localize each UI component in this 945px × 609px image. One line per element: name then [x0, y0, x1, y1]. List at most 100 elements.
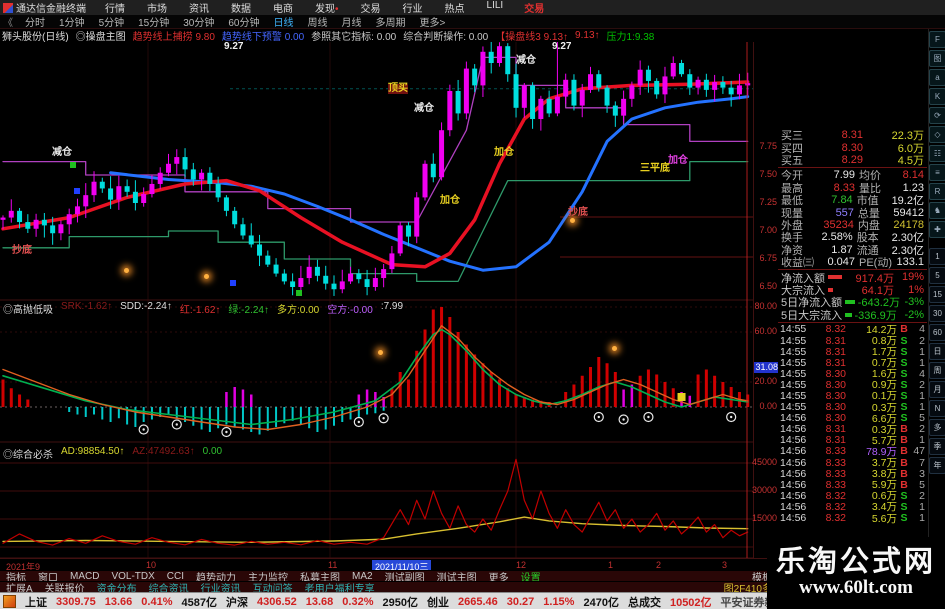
bid-price[interactable]: 8.31	[841, 129, 863, 142]
period-60分钟[interactable]: 60分钟	[228, 18, 260, 29]
tab-私募主图[interactable]: 私募主图	[300, 573, 341, 584]
period-15分钟[interactable]: 15分钟	[138, 18, 170, 29]
rail-period-年[interactable]: 年	[929, 457, 945, 474]
period-5分钟[interactable]: 5分钟	[98, 18, 125, 29]
bid-price[interactable]: 8.30	[841, 141, 863, 154]
tab-资金分布[interactable]: 资金分布	[96, 584, 137, 595]
tick-row[interactable]: 14:56 8.32 0.6万 S 2	[778, 490, 927, 503]
period-多周期[interactable]: 多周期	[375, 18, 406, 29]
tick-row[interactable]: 14:56 8.33 3.7万 B 7	[778, 457, 927, 470]
tick-row[interactable]: 14:55 8.32 14.2万 B 4	[778, 323, 927, 336]
tick-row[interactable]: 14:55 8.30 0.1万 S 1	[778, 390, 927, 403]
tick-row[interactable]: 14:55 8.31 0.7万 S 1	[778, 357, 927, 370]
menu-item-行业[interactable]: 行业	[402, 4, 423, 15]
tab-MA2[interactable]: MA2	[352, 571, 373, 582]
menu-item-交易[interactable]: 交易	[360, 4, 381, 15]
tick-count: 47	[913, 445, 925, 458]
tab-扩展A[interactable]: 扩展A	[6, 584, 33, 595]
rail-period-1[interactable]: 1	[929, 248, 945, 265]
tab-主力监控[interactable]: 主力监控	[248, 573, 289, 584]
tab-互动问答[interactable]: 互动问答	[252, 584, 293, 595]
tick-row[interactable]: 14:56 8.32 5.6万 S 1	[778, 512, 927, 525]
index-icon[interactable]	[3, 595, 16, 608]
menu-item-资讯[interactable]: 资讯	[189, 4, 209, 15]
tick-row[interactable]: 14:56 8.33 78.9万 B 47	[778, 445, 927, 458]
tick-row[interactable]: 14:56 8.33 5.9万 B 5	[778, 479, 927, 492]
rail-tool-icon-a[interactable]: a	[929, 69, 945, 86]
rail-period-月[interactable]: 月	[929, 381, 945, 398]
tick-row[interactable]: 14:56 8.31 5.7万 B 1	[778, 434, 927, 447]
rail-tool-icon-☷[interactable]: ☷	[929, 145, 945, 162]
tab-趋势动力[interactable]: 趋势动力	[196, 573, 237, 584]
tick-row[interactable]: 14:56 8.31 0.3万 B 2	[778, 423, 927, 436]
rail-period-日[interactable]: 日	[929, 343, 945, 360]
rail-tool-icon-◇[interactable]: ◇	[929, 126, 945, 143]
tick-row[interactable]: 14:55 8.30 1.6万 S 4	[778, 368, 927, 381]
menu-item-数据[interactable]: 数据	[231, 4, 251, 15]
tick-row[interactable]: 14:55 8.31 0.8万 S 2	[778, 334, 927, 348]
tab-VOL-TDX[interactable]: VOL-TDX	[111, 571, 155, 582]
trade-shortcut[interactable]: 交易	[524, 4, 545, 15]
tab-窗口[interactable]: 窗口	[38, 573, 58, 584]
tick-volume: 0.7万	[871, 357, 897, 370]
menu-item-电商[interactable]: 电商	[273, 4, 293, 15]
menu-item-市场[interactable]: 市场	[147, 4, 167, 15]
rail-tool-icon-K[interactable]: K	[929, 88, 945, 105]
rail-period-周[interactable]: 周	[929, 362, 945, 379]
candlestick-chart[interactable]	[0, 38, 753, 559]
bid-price[interactable]: 8.29	[841, 153, 863, 166]
tab-行业资讯[interactable]: 行业资讯	[200, 584, 241, 595]
period-日线[interactable]: 日线	[273, 18, 294, 29]
rail-tool-icon-R[interactable]: R	[929, 183, 945, 200]
tab-CCI[interactable]: CCI	[166, 571, 185, 582]
tab-更多[interactable]: 更多	[488, 573, 509, 584]
tick-row[interactable]: 14:55 8.30 0.3万 S 1	[778, 401, 927, 414]
tick-row[interactable]: 14:55 8.30 0.9万 S 2	[778, 379, 927, 392]
rail-tool-icon-⟳[interactable]: ⟳	[929, 107, 945, 124]
tab-老用户福利专享[interactable]: 老用户福利专享	[304, 584, 375, 595]
stat-value-2: 59412	[893, 206, 924, 219]
tab-MACD[interactable]: MACD	[70, 571, 100, 582]
tab-指标[interactable]: 指标	[6, 573, 26, 584]
tick-row[interactable]: 14:56 8.32 3.4万 S 1	[778, 501, 927, 514]
rail-period-季[interactable]: 季	[929, 438, 945, 455]
rail-tool-icon-♞[interactable]: ♞	[929, 202, 945, 219]
rail-period-N[interactable]: N	[929, 400, 945, 417]
date-tick-2021年9: 2021年9	[6, 562, 41, 572]
rail-tool-icon-≡[interactable]: ≡	[929, 164, 945, 181]
tab-测试主图[interactable]: 测试主图	[436, 573, 477, 584]
rail-period-30[interactable]: 30	[929, 305, 945, 322]
date-tick-2021/11/10三[interactable]: 2021/11/10三	[372, 560, 432, 573]
tab-综合资讯[interactable]: 综合资讯	[148, 584, 189, 595]
chart-region[interactable]: 减仓 抄底 9.27 顶买 减仓 减仓 9.27 加仓 加仓 加仓 三平底 抄底 ◎高抛低吸 SRK:-…	[0, 38, 753, 559]
period-周线[interactable]: 周线	[307, 18, 328, 29]
period-30分钟[interactable]: 30分钟	[183, 18, 215, 29]
chart-header: 狮头股份(日线) ◎操盘主图 趋势线上捕捞 9.80 趋势线下预警 0.00 参照其它指…	[0, 29, 945, 43]
tab-模板[interactable]: 模板	[752, 573, 772, 584]
menu-item-LILI[interactable]: LILI	[486, 0, 504, 11]
menu-item-发现[interactable]: 发现•	[315, 4, 339, 15]
rail-period-60[interactable]: 60	[929, 324, 945, 341]
rail-tool-icon-图[interactable]: 图	[929, 50, 945, 67]
tab-关联报价[interactable]: 关联报价	[44, 584, 85, 595]
tab-设置[interactable]: 设置	[520, 573, 541, 584]
tick-row[interactable]: 14:56 8.33 3.8万 B 3	[778, 468, 927, 481]
tick-row[interactable]: 14:56 8.30 6.6万 S 5	[778, 412, 927, 425]
period-1分钟[interactable]: 1分钟	[59, 18, 85, 29]
period-分时[interactable]: 分时	[25, 18, 45, 29]
rail-tool-icon-✚[interactable]: ✚	[929, 221, 945, 238]
rail-tool-icon-F[interactable]: F	[929, 31, 945, 48]
tab-测试副图[interactable]: 测试副图	[384, 573, 425, 584]
tick-row[interactable]: 14:55 8.31 1.7万 S 1	[778, 346, 927, 359]
rail-period-5[interactable]: 5	[929, 267, 945, 284]
rail-period-15[interactable]: 15	[929, 286, 945, 303]
period-更多>[interactable]: 更多>	[419, 18, 446, 29]
period-月线[interactable]: 月线	[341, 18, 362, 29]
menu-item-热点[interactable]: 热点	[444, 4, 465, 15]
rail-period-多[interactable]: 多	[929, 419, 945, 436]
menu-item-行情[interactable]: 行情	[105, 4, 125, 15]
tick-count: 2	[919, 334, 925, 347]
info-tabs: 扩展A 关联报价 资金分布 综合资讯 行业资讯 互动问答 老用户福利专享 图2F410多	[0, 581, 778, 595]
back-icon[interactable]: 《	[3, 18, 13, 29]
status-seg-15: 总成交	[627, 596, 661, 609]
